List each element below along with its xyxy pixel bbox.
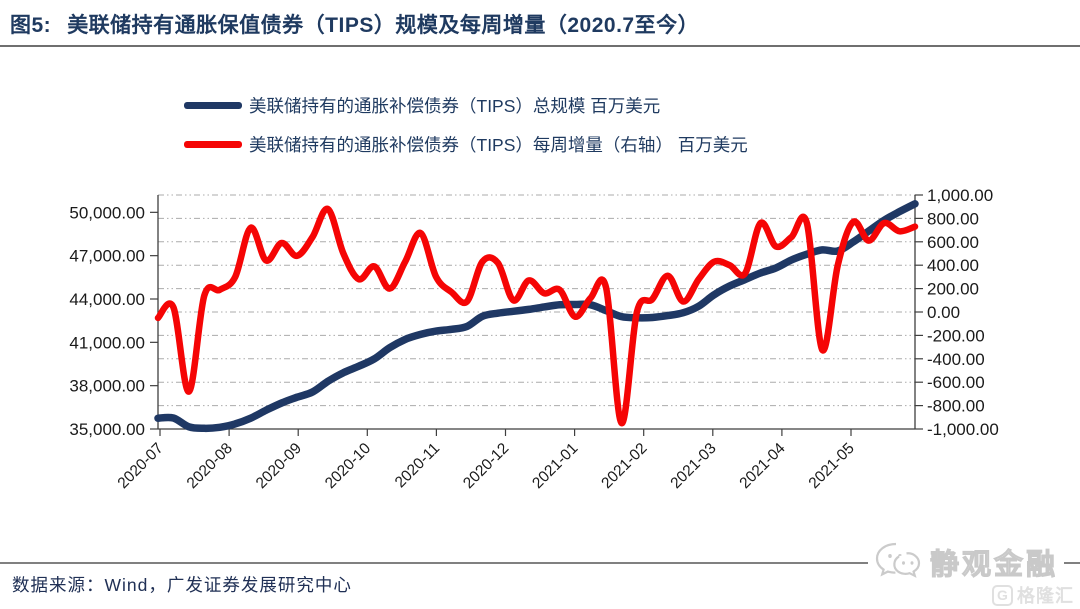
legend-swatch-weekly-change	[184, 140, 242, 148]
left-axis-tick-label: 47,000.00	[69, 247, 145, 266]
figure-number: 图5:	[10, 14, 52, 37]
x-axis-tick-label: 2020-11	[392, 440, 443, 491]
left-axis-tick-label: 35,000.00	[69, 420, 145, 439]
gelonghui-icon: G	[992, 584, 1013, 606]
legend-item-total: 美联储持有的通胀补偿债券（TIPS）总规模 百万美元	[184, 92, 748, 118]
chart-legend: 美联储持有的通胀补偿债券（TIPS）总规模 百万美元 美联储持有的通胀补偿债券（…	[184, 92, 748, 170]
left-axis-tick-label: 50,000.00	[69, 203, 145, 222]
x-axis-tick-label: 2020-09	[253, 440, 305, 492]
right-axis-tick-label: -600.00	[927, 373, 985, 392]
series-total-line	[154, 200, 919, 433]
right-axis-tick-label: 200.00	[927, 280, 979, 299]
x-axis-tick-label: 2021-02	[598, 440, 650, 492]
right-axis-tick-label: 0.00	[927, 303, 960, 322]
watermark-gelonghui-name: 格隆汇	[1017, 586, 1074, 606]
right-axis-tick-label: 1,000.00	[927, 186, 993, 205]
data-source-note: 数据来源：Wind，广发证券发展研究中心	[12, 575, 352, 595]
left-axis-tick-label: 38,000.00	[69, 377, 145, 396]
x-axis-tick-label: 2021-04	[736, 440, 789, 493]
right-axis-tick-label: -800.00	[927, 397, 985, 416]
figure-title-text: 美联储持有通胀保值债券（TIPS）规模及每周增量（2020.7至今）	[67, 14, 700, 37]
right-axis-tick-label: -400.00	[927, 350, 985, 369]
legend-item-weekly-change: 美联储持有的通胀补偿债券（TIPS）每周增量（右轴） 百万美元	[184, 131, 748, 157]
x-axis-tick-label: 2020-07	[115, 440, 167, 492]
wechat-icon	[875, 542, 921, 578]
watermark-wechat: 静观金融	[868, 540, 1065, 584]
right-axis-tick-label: -200.00	[927, 326, 985, 345]
legend-swatch-total	[184, 101, 242, 109]
title-divider	[0, 45, 1080, 47]
footer-divider	[0, 562, 1080, 564]
watermark-wechat-name: 静观金融	[929, 549, 1059, 582]
x-axis-tick-label: 2021-03	[667, 440, 719, 492]
x-axis-tick-label: 2020-10	[322, 440, 375, 493]
left-axis-tick-label: 44,000.00	[69, 290, 145, 309]
series-weekly-change-line	[154, 205, 919, 427]
watermark-gelonghui: G 格隆汇	[992, 582, 1074, 608]
right-axis-tick-label: 800.00	[927, 209, 979, 228]
right-axis-tick-label: -1,000.00	[927, 420, 999, 439]
figure-title: 图5: 美联储持有通胀保值债券（TIPS）规模及每周增量（2020.7至今）	[10, 9, 1010, 39]
x-axis-tick-label: 2021-01	[529, 440, 581, 492]
right-axis-tick-label: 600.00	[927, 233, 979, 252]
x-axis-tick-label: 2020-12	[460, 440, 512, 492]
x-axis-tick-label: 2020-08	[184, 440, 236, 492]
left-axis-tick-label: 41,000.00	[69, 333, 145, 352]
x-axis-tick-label: 2021-05	[806, 440, 858, 492]
legend-label-weekly-change: 美联储持有的通胀补偿债券（TIPS）每周增量（右轴） 百万美元	[249, 134, 748, 155]
legend-label-total: 美联储持有的通胀补偿债券（TIPS）总规模 百万美元	[249, 95, 661, 116]
right-axis-tick-label: 400.00	[927, 256, 979, 275]
